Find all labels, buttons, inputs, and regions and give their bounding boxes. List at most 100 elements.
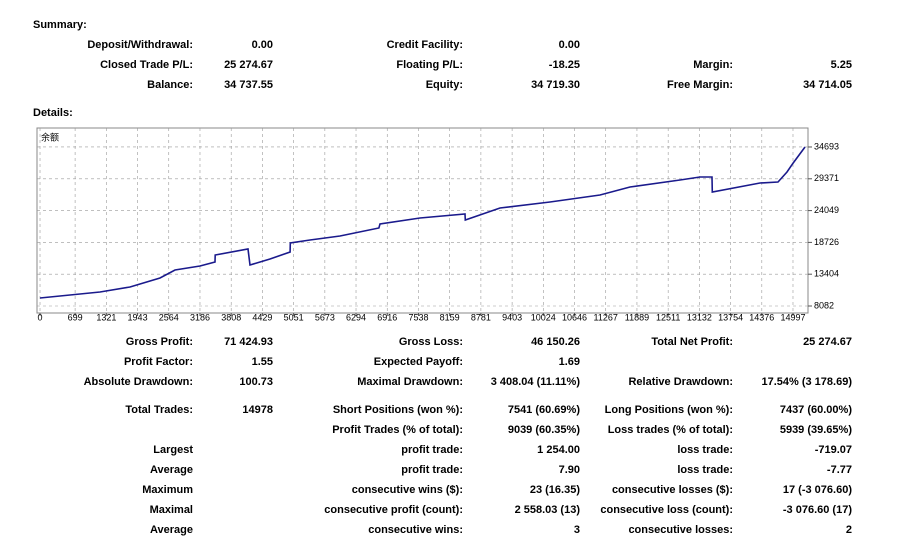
x-tick-label: 10024 — [531, 312, 556, 322]
label: Credit Facility: — [386, 39, 463, 51]
label: Average — [149, 524, 193, 536]
value: -719.07 — [814, 444, 852, 456]
summary-title: Summary: — [33, 19, 87, 31]
x-tick-label: 1321 — [96, 312, 116, 322]
legend-label: 余额 — [41, 131, 59, 142]
label: Relative Drawdown: — [628, 376, 733, 388]
x-tick-label: 9403 — [502, 312, 522, 322]
x-tick-label: 1943 — [128, 312, 148, 322]
value: 71 424.93 — [224, 336, 273, 348]
value: 3 408.04 (11.11%) — [490, 376, 580, 388]
x-tick-label: 4429 — [252, 312, 272, 322]
x-tick-label: 5673 — [315, 312, 335, 322]
value: -18.25 — [548, 59, 580, 71]
x-tick-label: 3186 — [190, 312, 210, 322]
label: Profit Factor: — [123, 356, 193, 368]
label: Maximum — [142, 484, 193, 496]
x-tick-label: 3808 — [221, 312, 241, 322]
value: 1.55 — [251, 356, 273, 368]
label: profit trade: — [401, 444, 463, 456]
label: Gross Profit: — [125, 336, 193, 348]
details-title: Details: — [33, 107, 73, 119]
label: Largest — [153, 444, 193, 456]
value: 9039 (60.35%) — [507, 424, 580, 436]
y-tick-label: 24049 — [814, 205, 839, 215]
value: -3 076.60 (17) — [782, 504, 852, 516]
value: 17 (-3 076.60) — [782, 484, 852, 496]
label: Equity: — [425, 79, 463, 91]
label: loss trade: — [677, 464, 733, 476]
label: Floating P/L: — [396, 59, 463, 71]
label: profit trade: — [401, 464, 463, 476]
value: 14978 — [242, 404, 273, 416]
label: Total Trades: — [125, 404, 193, 416]
x-tick-label: 699 — [68, 312, 83, 322]
x-tick-label: 14376 — [749, 312, 774, 322]
value: 34 714.05 — [803, 79, 852, 91]
value: 2 558.03 (13) — [514, 504, 580, 516]
balance-line — [39, 146, 806, 299]
value: 34 719.30 — [531, 79, 580, 91]
value: -7.77 — [826, 464, 852, 476]
label: Maximal Drawdown: — [357, 376, 463, 388]
y-tick-label: 13404 — [814, 269, 839, 279]
x-tick-label: 5051 — [284, 312, 304, 322]
x-tick-label: 12511 — [656, 312, 680, 322]
label: loss trade: — [677, 444, 733, 456]
label: Short Positions (won %): — [332, 404, 463, 416]
label: consecutive wins: — [368, 524, 463, 536]
value: 25 274.67 — [803, 336, 852, 348]
label: Balance: — [147, 79, 193, 91]
label: Maximal — [149, 504, 193, 516]
label: Profit Trades (% of total): — [332, 424, 463, 436]
value: 34 737.55 — [224, 79, 273, 91]
value: 17.54% (3 178.69) — [761, 376, 852, 388]
balance-chart: 8082 13404 18726 24049 29371 34693 0 699 1321 194… — [36, 127, 839, 322]
value: 3 — [573, 524, 580, 536]
value: 5.25 — [830, 59, 852, 71]
y-tick-label: 18726 — [814, 237, 839, 247]
label: Free Margin: — [666, 79, 733, 91]
label: consecutive loss (count): — [600, 504, 733, 516]
value: 7541 (60.69%) — [507, 404, 580, 416]
label: consecutive losses ($): — [611, 484, 733, 496]
value: 25 274.67 — [224, 59, 273, 71]
label: Long Positions (won %): — [604, 404, 733, 416]
x-tick-label: 6916 — [377, 312, 397, 322]
x-tick-label: 14997 — [780, 312, 805, 322]
value: 46 150.26 — [531, 336, 580, 348]
x-tick-label: 13132 — [687, 312, 712, 322]
label: consecutive profit (count): — [324, 504, 463, 516]
y-tick-label: 34693 — [814, 141, 839, 151]
y-tick-label: 8082 — [814, 300, 834, 310]
value: 7.90 — [558, 464, 580, 476]
value: 0.00 — [558, 39, 580, 51]
value: 1 254.00 — [537, 444, 580, 456]
label: Absolute Drawdown: — [83, 376, 193, 388]
value: 100.73 — [239, 376, 273, 388]
x-tick-label: 0 — [38, 312, 43, 322]
x-tick-label: 7538 — [408, 312, 428, 322]
label: Expected Payoff: — [373, 356, 463, 368]
label: Total Net Profit: — [651, 336, 733, 348]
y-tick-label: 29371 — [814, 173, 839, 183]
x-tick-label: 10646 — [562, 312, 587, 322]
x-tick-label: 6294 — [346, 312, 366, 322]
label: consecutive wins ($): — [351, 484, 463, 496]
x-tick-label: 13754 — [718, 312, 743, 322]
value: 0.00 — [251, 39, 273, 51]
label: Deposit/Withdrawal: — [87, 39, 193, 51]
value: 23 (16.35) — [529, 484, 580, 496]
label: Loss trades (% of total): — [607, 424, 733, 436]
label: Closed Trade P/L: — [100, 59, 193, 71]
value: 7437 (60.00%) — [779, 404, 852, 416]
value: 2 — [845, 524, 852, 536]
label: Margin: — [693, 59, 733, 71]
value: 5939 (39.65%) — [779, 424, 852, 436]
label: consecutive losses: — [628, 524, 733, 536]
x-tick-label: 11889 — [625, 312, 649, 322]
x-tick-label: 11267 — [594, 312, 618, 322]
plot-frame — [36, 127, 809, 314]
x-tick-label: 8159 — [440, 312, 460, 322]
